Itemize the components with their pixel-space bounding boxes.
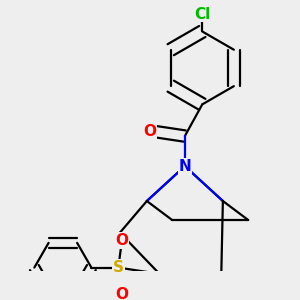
Text: O: O [143,124,157,139]
Text: O: O [115,233,128,248]
Text: S: S [113,260,124,275]
Text: Cl: Cl [194,7,210,22]
Text: O: O [115,287,128,300]
Text: N: N [178,159,191,174]
